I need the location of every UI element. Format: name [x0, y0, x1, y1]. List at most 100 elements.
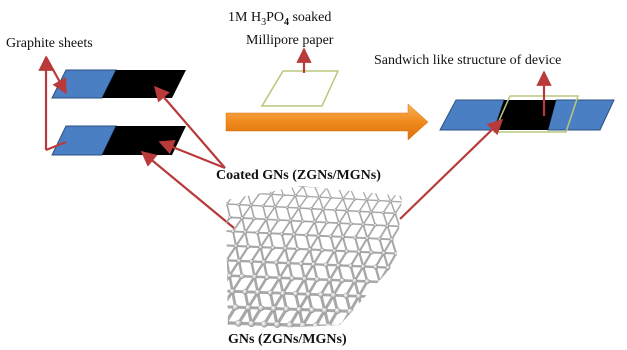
- carbon-bond: [221, 231, 224, 246]
- coated-gns-label: Coated GNs (ZGNs/MGNs): [216, 168, 381, 183]
- carbon-bond: [390, 200, 396, 215]
- carbon-atom: [334, 307, 341, 315]
- carbon-bond: [280, 232, 287, 250]
- carbon-atom: [352, 278, 358, 284]
- carbon-atom: [293, 194, 297, 198]
- carbon-atom: [381, 294, 387, 301]
- carbon-atom: [261, 259, 267, 265]
- carbon-bond: [378, 311, 391, 330]
- carbon-atom: [226, 273, 233, 279]
- carbon-atom: [246, 191, 249, 195]
- carbon-atom: [384, 190, 388, 193]
- carbon-bond: [362, 211, 372, 226]
- carbon-atom: [260, 320, 268, 328]
- carbon-atom: [215, 273, 220, 278]
- carbon-atom: [222, 243, 226, 247]
- carbon-bond: [262, 246, 275, 264]
- carbon-bond: [277, 219, 292, 222]
- graphite-label-arrows: [38, 55, 67, 152]
- carbon-bond: [241, 204, 252, 219]
- carbon-bond: [386, 212, 396, 227]
- carbon-bond: [265, 205, 276, 221]
- carbon-bond: [354, 236, 369, 240]
- carbon-bond: [232, 230, 238, 247]
- carbon-atom: [385, 223, 390, 228]
- carbon-bond: [374, 224, 389, 227]
- carbon-bond: [378, 237, 393, 241]
- carbon-atom: [376, 324, 384, 330]
- carbon-bond: [334, 209, 348, 212]
- carbon-atom: [292, 232, 297, 237]
- carbon-atom: [267, 231, 272, 236]
- carbon-bond: [378, 199, 392, 202]
- carbon-bond: [378, 224, 389, 240]
- carbon-bond: [349, 250, 361, 268]
- carbon-bond: [226, 191, 237, 205]
- carbon-atom: [273, 321, 281, 328]
- carbon-bond: [390, 200, 402, 203]
- carbon-bond: [253, 217, 268, 221]
- carbon-bond: [232, 217, 244, 233]
- carbon-atom: [270, 192, 273, 196]
- carbon-atom: [385, 309, 392, 316]
- carbon-bond: [338, 187, 352, 190]
- process-arrow: [225, 103, 429, 141]
- carbon-atom: [363, 324, 371, 330]
- carbon-bond: [231, 186, 237, 193]
- carbon-bond: [244, 217, 256, 233]
- carbon-bond: [373, 189, 387, 192]
- carbon-bond: [369, 295, 378, 314]
- carbon-bond: [397, 191, 402, 203]
- carbon-bond: [350, 222, 365, 226]
- carbon-atom: [305, 195, 309, 198]
- carbon-bond: [232, 230, 247, 234]
- carbon-bond: [274, 205, 280, 221]
- carbon-bond: [318, 196, 324, 211]
- carbon-atom: [254, 289, 261, 296]
- carbon-bond: [378, 280, 386, 299]
- carbon-bond: [354, 223, 365, 239]
- graphite-sheets-label: Graphite sheets: [6, 36, 93, 51]
- carbon-atom: [311, 261, 316, 267]
- carbon-atom: [356, 249, 362, 255]
- carbon-bond: [213, 307, 223, 323]
- carbon-bond: [250, 246, 262, 263]
- carbon-bond: [349, 188, 356, 200]
- carbon-bond: [385, 190, 392, 202]
- carbon-atom: [337, 187, 340, 190]
- carbon-bond: [250, 192, 261, 207]
- carbon-bond: [322, 208, 328, 224]
- carbon-atom: [219, 229, 223, 233]
- carbon-atom: [226, 319, 230, 327]
- carbon-bond: [310, 196, 320, 210]
- carbon-bond: [278, 261, 290, 280]
- carbon-bond: [278, 186, 285, 196]
- carbon-atom: [369, 250, 374, 255]
- carbon-bond: [341, 235, 357, 239]
- carbon-atom: [347, 308, 354, 315]
- carbon-bond: [293, 233, 299, 250]
- carbon-bond: [265, 218, 271, 235]
- carbon-bond: [303, 263, 315, 281]
- carbon-bond: [244, 231, 250, 248]
- carbon-bond: [374, 295, 386, 314]
- carbon-bond: [220, 291, 223, 307]
- carbon-atom: [264, 217, 269, 222]
- carbon-bond: [334, 209, 340, 224]
- carbon-bond: [310, 207, 324, 211]
- carbon-bond: [329, 222, 340, 238]
- carbon-atom: [308, 306, 316, 314]
- carbon-bond: [386, 224, 393, 241]
- carbon-bond: [382, 281, 394, 299]
- carbon-atom: [365, 236, 370, 241]
- carbon-atom: [257, 304, 265, 312]
- carbon-bond: [366, 224, 377, 240]
- carbon-bond: [337, 250, 348, 267]
- carbon-atom: [389, 199, 393, 203]
- carbon-bond: [390, 238, 398, 255]
- gns-to-sheet-arrow: [140, 151, 235, 229]
- carbon-bond: [258, 192, 273, 196]
- carbon-atom: [302, 276, 308, 282]
- carbon-bond: [241, 217, 247, 233]
